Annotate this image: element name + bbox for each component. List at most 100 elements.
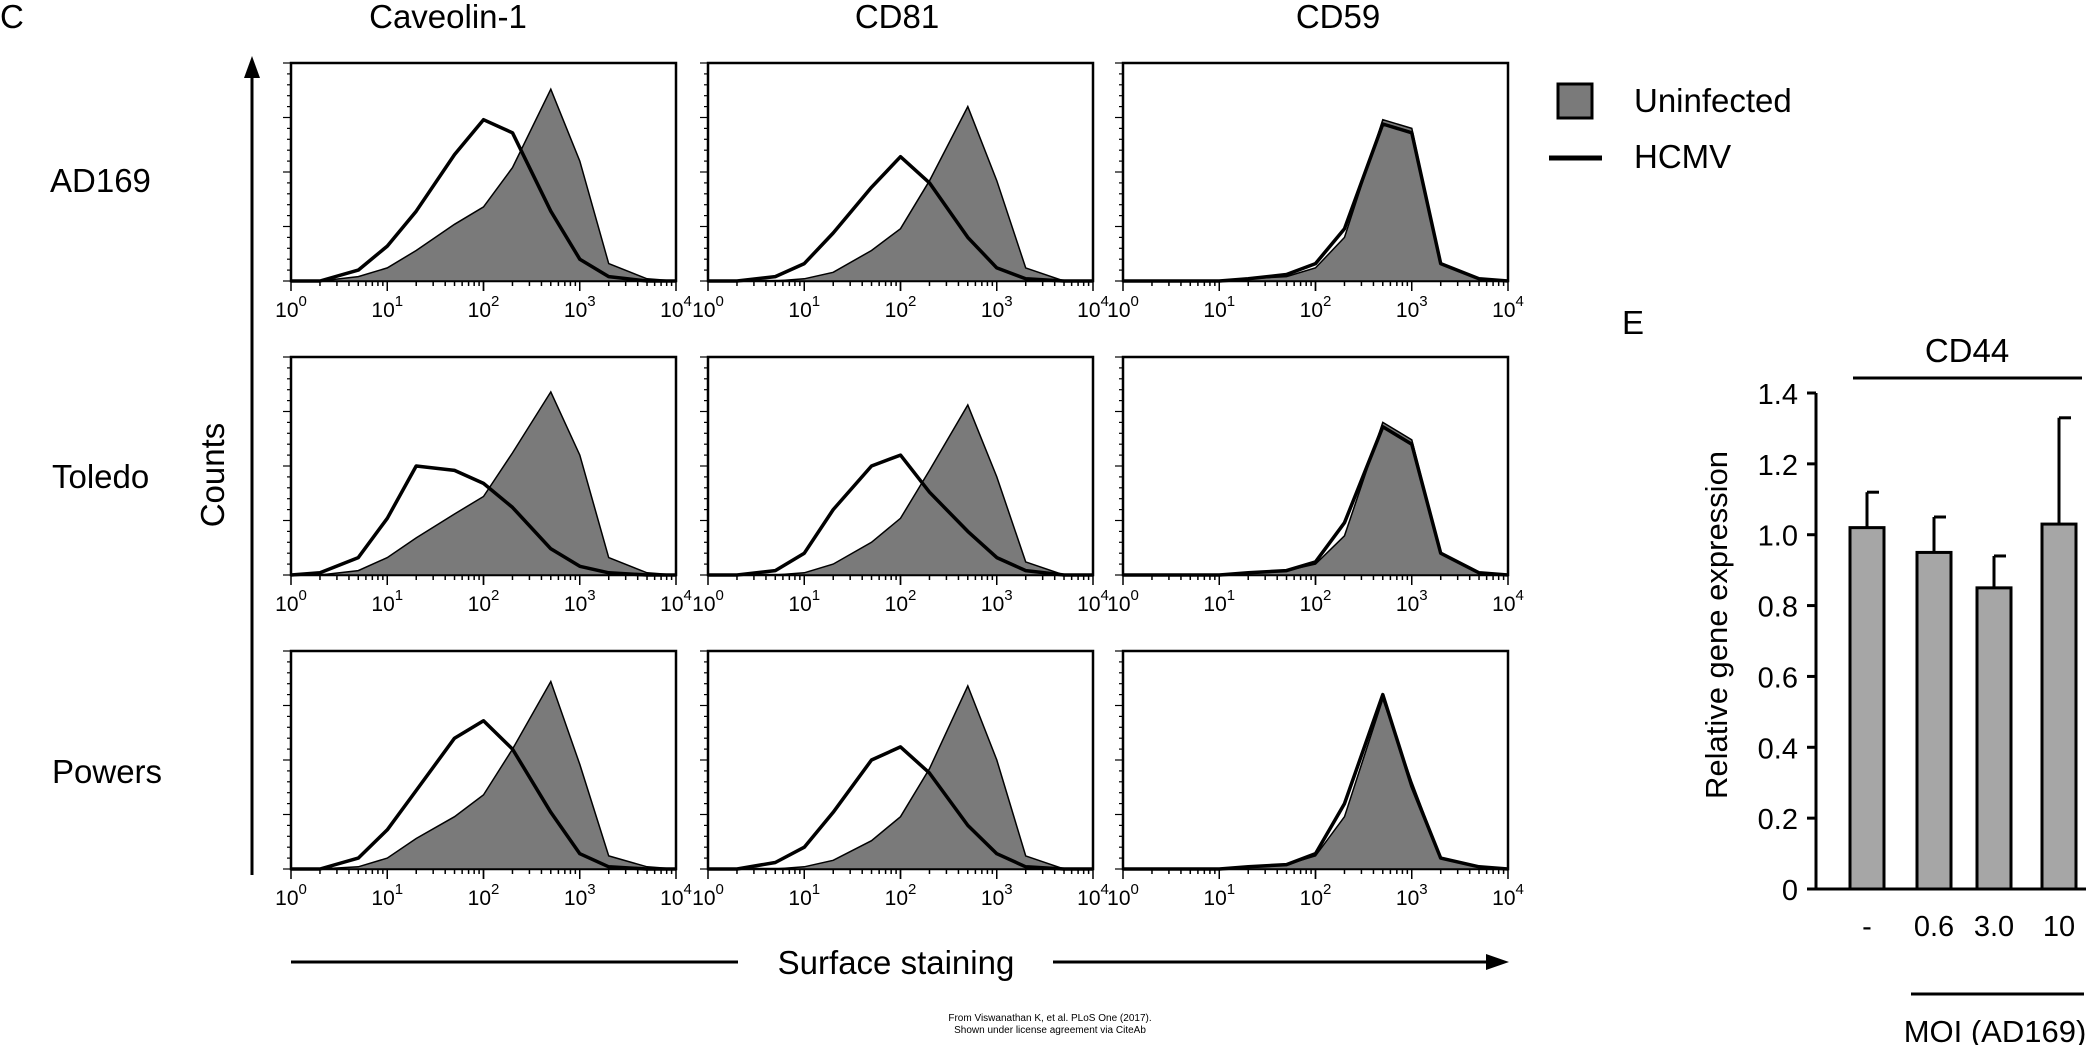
x-tick-exponent: 3	[1419, 587, 1427, 604]
x-tick-exponent: 2	[908, 587, 916, 604]
surface-axis-label: Surface staining	[778, 944, 1015, 981]
x-tick-exponent: 3	[1004, 881, 1012, 898]
x-tick-exponent: 3	[587, 881, 595, 898]
bar-y-tick-label: 0.8	[1758, 592, 1798, 624]
x-tick-exponent: 2	[491, 293, 499, 310]
x-tick-exponent: 4	[1101, 293, 1109, 310]
x-tick-label: 103	[1396, 587, 1428, 616]
histogram-ad169-cd81: 100 101 102 103 104	[692, 61, 1109, 322]
credit-line-2: Shown under license agreement via CiteAb	[954, 1025, 1146, 1036]
hcmv-histogram-toledo-caveolin-1	[290, 464, 676, 577]
x-tick-label: 101	[1203, 881, 1235, 910]
x-tick-exponent: 3	[1004, 587, 1012, 604]
x-tick-exponent: 1	[395, 293, 403, 310]
x-tick-exponent: 2	[1323, 293, 1331, 310]
x-tick-exponent: 1	[1227, 881, 1235, 898]
x-tick-exponent: 0	[716, 293, 724, 310]
x-tick-label: 103	[981, 293, 1013, 322]
x-tick-exponent: 4	[684, 881, 692, 898]
panel-e-letter: E	[1622, 304, 1644, 341]
bar-y-tick-label: 1.4	[1758, 379, 1798, 411]
x-tick-exponent: 3	[1419, 881, 1427, 898]
x-tick-label: 100	[1107, 293, 1139, 322]
x-tick-exponent: 2	[491, 881, 499, 898]
moi-label: MOI (AD169)	[1904, 1014, 2087, 1045]
x-tick-exponent: 0	[716, 587, 724, 604]
row-label-toledo: Toledo	[52, 458, 149, 495]
x-tick-label: 103	[1396, 881, 1428, 910]
uninfected-histogram-ad169-caveolin-1	[291, 87, 677, 282]
histogram-powers-caveolin-1: 100 101 102 103 104	[275, 649, 692, 910]
x-tick-label: 102	[885, 587, 917, 616]
x-tick-label: 103	[981, 587, 1013, 616]
x-tick-label: 102	[885, 881, 917, 910]
bar-category-label: 10	[2043, 911, 2075, 943]
x-tick-label: 104	[1077, 881, 1109, 910]
legend-uninfected-swatch	[1556, 82, 1594, 120]
x-tick-label: 101	[371, 587, 403, 616]
x-tick-label: 101	[1203, 293, 1235, 322]
x-tick-label: 104	[1077, 293, 1109, 322]
x-tick-label: 102	[468, 293, 500, 322]
hcmv-histogram-ad169-caveolin-1	[291, 117, 676, 283]
bar-y-tick-label: 0.4	[1758, 733, 1798, 765]
hcmv-histogram-ad169-cd59	[1123, 122, 1509, 283]
legend-uninfected-label: Uninfected	[1634, 82, 1792, 119]
x-tick-exponent: 3	[587, 587, 595, 604]
x-tick-exponent: 4	[684, 587, 692, 604]
surface-axis-arrowhead	[1486, 954, 1509, 970]
x-tick-label: 101	[371, 881, 403, 910]
histogram-frame-toledo-cd59	[1121, 355, 1510, 577]
x-tick-label: 101	[371, 293, 403, 322]
x-tick-label: 100	[1107, 881, 1139, 910]
hcmv-histogram-toledo-cd59	[1123, 425, 1509, 577]
x-tick-exponent: 0	[716, 881, 724, 898]
bar-y-tick-label: 0.2	[1758, 804, 1798, 836]
x-tick-exponent: 4	[1101, 587, 1109, 604]
bar-0-6	[1915, 550, 1953, 891]
x-tick-label: 101	[1203, 587, 1235, 616]
x-tick-exponent: 1	[1227, 587, 1235, 604]
uninfected-histogram-powers-cd81	[708, 683, 1093, 870]
histogram-toledo-caveolin-1: 100 101 102 103 104	[275, 355, 692, 616]
x-tick-exponent: 0	[299, 881, 307, 898]
x-tick-exponent: 0	[1131, 293, 1139, 310]
x-tick-label: 103	[981, 881, 1013, 910]
x-tick-exponent: 4	[1516, 587, 1524, 604]
bar-category-label: 3.0	[1974, 911, 2014, 943]
column-title-caveolin: Caveolin-1	[369, 0, 527, 35]
x-tick-label: 100	[692, 587, 724, 616]
x-tick-exponent: 1	[812, 293, 820, 310]
x-tick-exponent: 3	[1419, 293, 1427, 310]
x-tick-exponent: 1	[812, 881, 820, 898]
column-title-cd81: CD81	[855, 0, 939, 35]
histogram-toledo-cd81: 100 101 102 103 104	[692, 355, 1109, 616]
bar-y-tick-label: 1.2	[1758, 450, 1798, 482]
x-tick-exponent: 2	[1323, 881, 1331, 898]
x-tick-exponent: 4	[1516, 881, 1524, 898]
x-tick-exponent: 1	[395, 881, 403, 898]
x-tick-label: 100	[1107, 587, 1139, 616]
x-tick-label: 100	[275, 293, 307, 322]
x-tick-exponent: 0	[299, 293, 307, 310]
x-tick-exponent: 4	[1101, 881, 1109, 898]
x-tick-label: 104	[1077, 587, 1109, 616]
column-title-cd59: CD59	[1296, 0, 1380, 35]
uninfected-histogram-toledo-caveolin-1	[291, 390, 677, 576]
x-tick-label: 103	[564, 587, 596, 616]
x-tick-exponent: 0	[299, 587, 307, 604]
bar-10	[2040, 522, 2078, 891]
x-tick-label: 104	[660, 881, 692, 910]
x-tick-exponent: 4	[684, 293, 692, 310]
bar-y-tick-label: 0	[1782, 875, 1798, 907]
x-tick-label: 104	[660, 587, 692, 616]
histogram-ad169-caveolin-1: 100 101 102 103 104	[275, 61, 692, 322]
x-tick-label: 103	[1396, 293, 1428, 322]
x-tick-exponent: 2	[491, 587, 499, 604]
x-tick-label: 103	[564, 881, 596, 910]
x-tick-exponent: 0	[1131, 587, 1139, 604]
bar-category-label: -	[1862, 911, 1872, 943]
uninfected-histogram-powers-caveolin-1	[291, 679, 677, 870]
x-tick-label: 101	[788, 881, 820, 910]
